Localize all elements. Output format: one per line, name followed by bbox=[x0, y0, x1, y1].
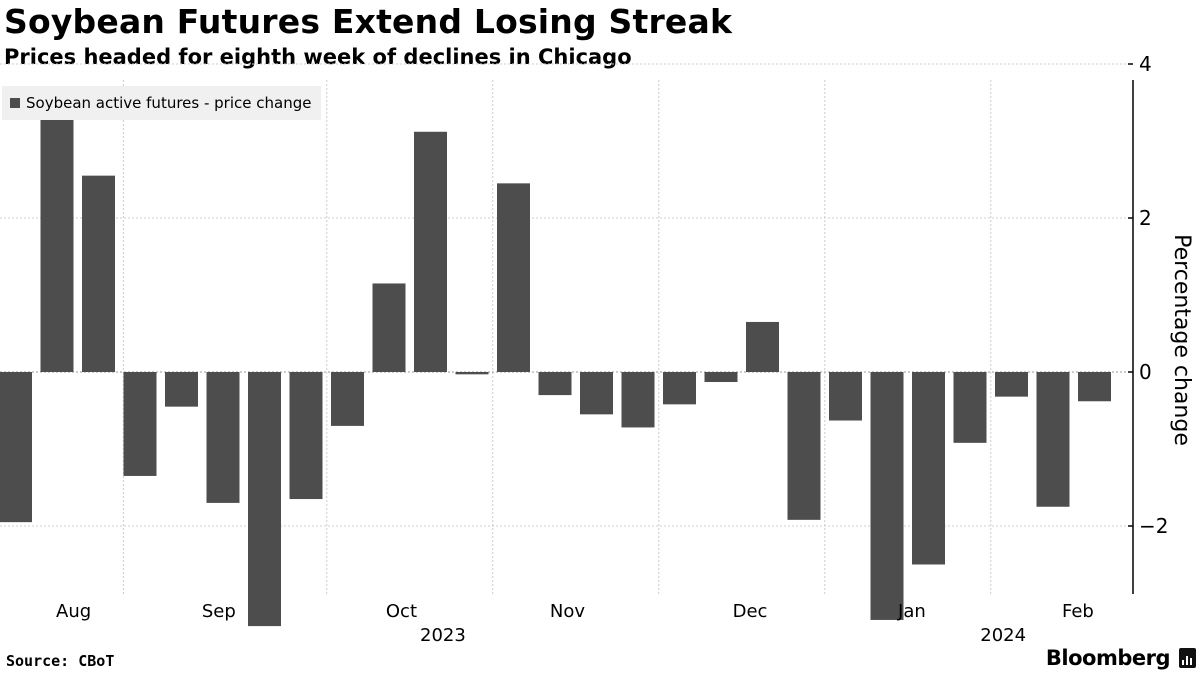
bar bbox=[289, 372, 323, 500]
bar bbox=[497, 183, 530, 372]
bar bbox=[870, 372, 904, 620]
bar bbox=[538, 372, 572, 396]
bar bbox=[704, 372, 738, 383]
bloomberg-chart-icon bbox=[1179, 648, 1196, 668]
x-month-label: Oct bbox=[386, 601, 417, 622]
bar bbox=[1078, 372, 1111, 402]
bar bbox=[663, 372, 696, 405]
bar bbox=[414, 131, 447, 372]
bar bbox=[372, 283, 406, 372]
bar bbox=[995, 372, 1028, 397]
x-year-label: 2024 bbox=[980, 625, 1026, 646]
bar bbox=[787, 372, 821, 520]
x-month-label: Sep bbox=[202, 601, 236, 622]
legend-swatch bbox=[10, 98, 20, 108]
bar bbox=[0, 372, 32, 523]
x-axis-labels: Aug Sep Oct Nov Dec Jan Feb 2023 2024 bbox=[56, 601, 1094, 646]
x-month-label: Feb bbox=[1062, 601, 1094, 622]
chart-title: Soybean Futures Extend Losing Streak bbox=[4, 2, 733, 41]
chart-subtitle: Prices headed for eighth week of decline… bbox=[4, 45, 632, 69]
x-year-label: 2023 bbox=[420, 625, 466, 646]
y-tick-label: 0 bbox=[1139, 360, 1152, 384]
bar bbox=[621, 372, 655, 428]
bar bbox=[40, 102, 74, 372]
y-tick-label: 4 bbox=[1139, 52, 1152, 76]
bar bbox=[165, 372, 198, 407]
bloomberg-logo: Bloomberg bbox=[1045, 646, 1171, 670]
bar bbox=[1036, 372, 1070, 507]
bar bbox=[746, 321, 779, 372]
bar bbox=[829, 372, 862, 421]
grid-lines bbox=[0, 63, 1133, 594]
bar bbox=[248, 372, 281, 627]
y-axis: −2 0 2 4 bbox=[1128, 52, 1168, 594]
bar bbox=[123, 372, 157, 476]
x-month-label: Jan bbox=[897, 601, 926, 622]
x-month-label: Nov bbox=[550, 601, 585, 622]
legend-label: Soybean active futures - price change bbox=[26, 94, 312, 112]
bar bbox=[82, 175, 115, 372]
y-tick-label: −2 bbox=[1139, 514, 1168, 538]
bar bbox=[455, 372, 489, 375]
bar bbox=[912, 372, 945, 565]
bar bbox=[953, 372, 987, 443]
x-month-label: Dec bbox=[733, 601, 768, 622]
y-tick-label: 2 bbox=[1139, 206, 1152, 230]
x-month-label: Aug bbox=[56, 601, 91, 622]
legend: Soybean active futures - price change bbox=[2, 86, 322, 120]
y-axis-title: Percentage change bbox=[1169, 234, 1194, 446]
bar bbox=[580, 372, 613, 415]
bars bbox=[0, 102, 1111, 627]
source-note: Source: CBoT bbox=[6, 652, 115, 670]
bar bbox=[331, 372, 364, 426]
bar bbox=[206, 372, 240, 503]
